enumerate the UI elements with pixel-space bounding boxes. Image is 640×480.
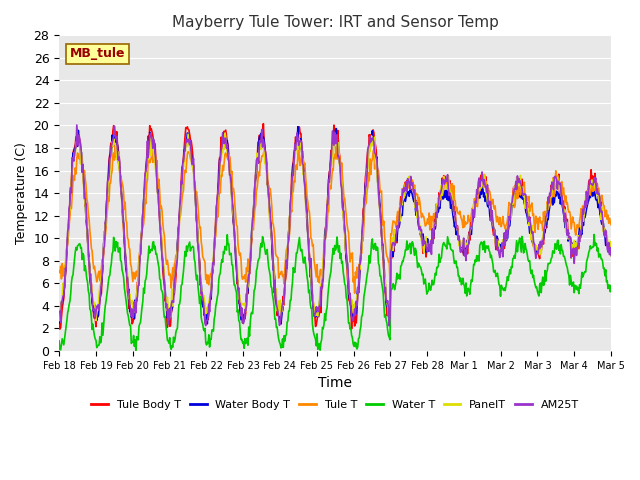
- Water T: [65, 302, 73, 308]
- Water T: [419, 271, 427, 277]
- Water T: [122, 296, 130, 302]
- Water Body T: [122, 266, 130, 272]
- Legend: Tule Body T, Water Body T, Tule T, Water T, PanelT, AM25T: Tule Body T, Water Body T, Tule T, Water…: [87, 396, 583, 415]
- Tule T: [332, 133, 340, 139]
- PanelT: [207, 283, 215, 289]
- Water Body T: [207, 296, 215, 302]
- Y-axis label: Temperature (C): Temperature (C): [15, 142, 28, 244]
- Line: Water T: Water T: [59, 234, 611, 350]
- Water T: [590, 231, 598, 237]
- Tule Body T: [56, 326, 64, 332]
- AM25T: [404, 176, 412, 181]
- PanelT: [221, 130, 228, 136]
- AM25T: [179, 160, 187, 166]
- Water Body T: [65, 210, 73, 216]
- Water Body T: [55, 320, 63, 326]
- Text: MB_tule: MB_tule: [70, 48, 125, 60]
- PanelT: [404, 178, 412, 184]
- Tule T: [207, 272, 215, 278]
- Water Body T: [294, 124, 301, 130]
- PanelT: [420, 250, 428, 256]
- Water Body T: [607, 249, 615, 254]
- Line: Water Body T: Water Body T: [59, 127, 611, 324]
- Tule Body T: [259, 121, 267, 127]
- Tule Body T: [404, 182, 412, 188]
- Water Body T: [277, 321, 285, 327]
- Tule T: [122, 217, 130, 223]
- Tule T: [55, 268, 63, 274]
- AM25T: [123, 273, 131, 279]
- Tule T: [420, 214, 428, 219]
- Tule T: [404, 185, 412, 191]
- Tule Body T: [179, 164, 187, 170]
- Water Body T: [420, 238, 428, 243]
- PanelT: [607, 253, 615, 259]
- Tule T: [607, 222, 615, 228]
- Line: PanelT: PanelT: [59, 133, 611, 322]
- Tule Body T: [66, 196, 74, 202]
- AM25T: [208, 279, 216, 285]
- PanelT: [55, 306, 63, 312]
- AM25T: [65, 206, 73, 212]
- Water Body T: [178, 176, 186, 181]
- Water T: [55, 338, 63, 344]
- Tule Body T: [123, 267, 131, 273]
- Tule T: [178, 196, 186, 202]
- Line: AM25T: AM25T: [59, 125, 611, 326]
- AM25T: [55, 309, 63, 314]
- Tule Body T: [607, 245, 615, 251]
- Tule Body T: [55, 320, 63, 326]
- Tule T: [351, 290, 358, 296]
- X-axis label: Time: Time: [318, 376, 352, 390]
- Tule Body T: [208, 276, 216, 282]
- Title: Mayberry Tule Tower: IRT and Sensor Temp: Mayberry Tule Tower: IRT and Sensor Temp: [172, 15, 499, 30]
- AM25T: [385, 323, 393, 329]
- Water T: [403, 238, 411, 244]
- PanelT: [65, 211, 73, 216]
- Water T: [208, 327, 216, 333]
- Water T: [179, 275, 187, 280]
- Line: Tule T: Tule T: [59, 136, 611, 293]
- AM25T: [607, 252, 615, 258]
- PanelT: [178, 182, 186, 188]
- Water T: [607, 283, 615, 288]
- Tule T: [65, 222, 73, 228]
- AM25T: [73, 122, 81, 128]
- Water Body T: [404, 189, 412, 194]
- Line: Tule Body T: Tule Body T: [59, 124, 611, 329]
- PanelT: [122, 257, 130, 263]
- Water T: [132, 348, 140, 353]
- PanelT: [385, 319, 393, 325]
- Tule Body T: [420, 240, 428, 246]
- AM25T: [420, 238, 428, 243]
